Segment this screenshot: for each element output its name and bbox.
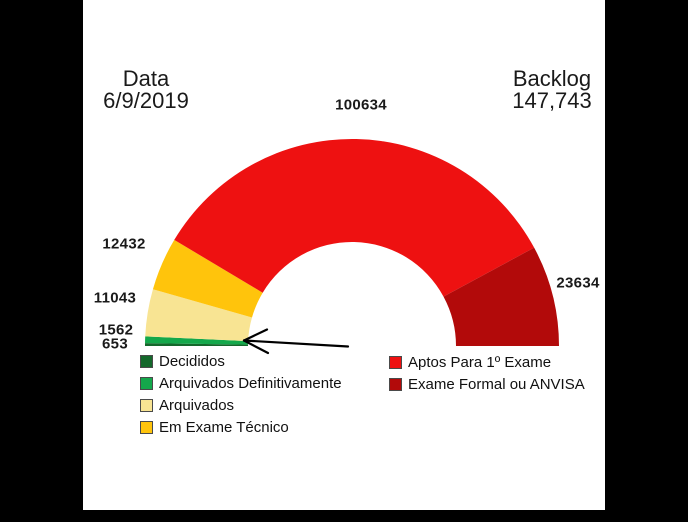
date-value: 6/9/2019 — [103, 88, 189, 113]
segment-arquivados-definitivamente — [145, 336, 249, 345]
legend-swatch-decididos — [140, 354, 153, 368]
segment-em-exame-tecnico — [152, 239, 263, 318]
legend-item-decididos: Decididos — [140, 352, 225, 370]
legend-label-aptos-para-1-exame: Aptos Para 1º Exame — [408, 353, 552, 371]
legend-label-arquivados-definitivamente: Arquivados Definitivamente — [159, 374, 342, 392]
backlog-value: 147,743 — [512, 88, 592, 113]
legend-swatch-aptos-para-1-exame — [389, 355, 402, 369]
value-label-arquivados-definitivamente: 1562 — [98, 321, 134, 339]
segment-decididos — [145, 343, 249, 346]
value-label-decididos: 653 — [102, 335, 128, 353]
date-header: Data 6/9/2019 — [103, 68, 189, 112]
segment-exame-formal-ou-anvisa — [443, 247, 559, 346]
legend-swatch-arquivados — [140, 398, 153, 412]
legend-item-exame-formal-ou-anvisa: Exame Formal ou ANVISA — [389, 375, 585, 393]
legend-item-arquivados: Arquivados — [140, 396, 234, 414]
legend-label-arquivados: Arquivados — [159, 396, 235, 414]
legend-swatch-exame-formal-ou-anvisa — [389, 377, 402, 391]
value-label-arquivados: 11043 — [93, 289, 137, 307]
legend-item-aptos-para-1-exame: Aptos Para 1º Exame — [389, 353, 551, 371]
legend-label-em-exame-tecnico: Em Exame Técnico — [159, 418, 289, 436]
gauge-segments — [145, 138, 559, 346]
legend-item-em-exame-tecnico: Em Exame Técnico — [140, 418, 289, 436]
value-label-em-exame-tecnico: 12432 — [102, 235, 146, 253]
legend-swatch-arquivados-definitivamente — [140, 376, 153, 390]
value-label-exame-formal-ou-anvisa: 23634 — [556, 274, 600, 292]
legend-swatch-em-exame-tecnico — [140, 420, 153, 434]
annotation-arrow-icon — [242, 328, 350, 355]
legend-label-decididos: Decididos — [159, 352, 225, 370]
backlog-label: Backlog — [512, 66, 592, 91]
date-label: Data — [122, 66, 170, 91]
legend-label-exame-formal-ou-anvisa: Exame Formal ou ANVISA — [408, 375, 585, 393]
segment-arquivados — [145, 289, 252, 342]
legend-item-arquivados-definitivamente: Arquivados Definitivamente — [140, 374, 342, 392]
value-label-aptos-para-1-exame: 100634 — [335, 96, 387, 114]
backlog-header: Backlog 147,743 — [512, 68, 592, 112]
segment-aptos-para-1-exame — [174, 138, 535, 297]
